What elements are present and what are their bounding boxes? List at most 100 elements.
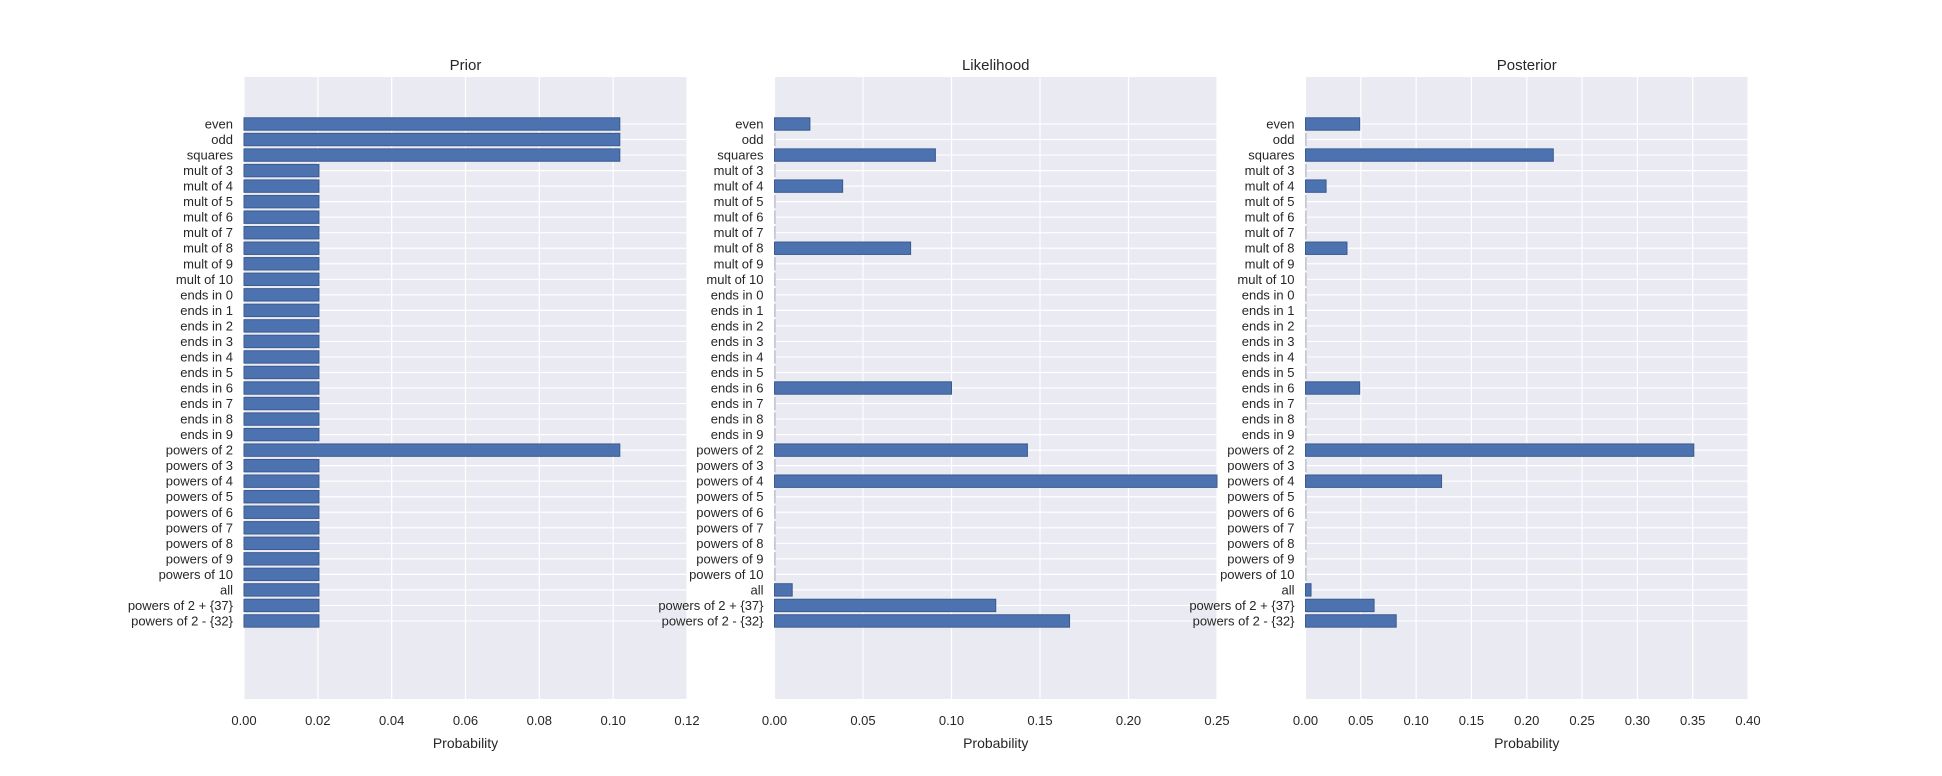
y-tick-label: powers of 4: [166, 474, 233, 489]
x-tick-label: 0.05: [850, 713, 875, 728]
bar: [1305, 396, 1307, 411]
y-tick-label: ends in 8: [180, 412, 233, 427]
x-tick-label: 0.30: [1625, 713, 1650, 728]
y-tick-label: ends in 9: [1242, 427, 1295, 442]
y-tick-label: powers of 10: [1220, 567, 1294, 582]
bar: [243, 598, 320, 613]
bar: [243, 583, 320, 597]
y-tick-label: mult of 9: [714, 256, 764, 271]
y-tick-label: mult of 9: [183, 256, 233, 271]
y-tick-label: all: [220, 582, 233, 597]
bar: [774, 179, 844, 193]
bar: [774, 350, 776, 364]
x-tick-label: 0.15: [1027, 713, 1052, 728]
y-tick-label: odd: [1273, 132, 1295, 147]
y-tick-label: mult of 5: [714, 194, 764, 209]
bar: [1305, 583, 1312, 597]
bar: [243, 490, 320, 504]
bar: [243, 567, 320, 582]
x-tick-label: 0.25: [1569, 713, 1594, 728]
y-tick-label: ends in 6: [180, 381, 233, 396]
y-tick-label: powers of 8: [696, 536, 763, 551]
bar: [1305, 567, 1307, 582]
bar: [1305, 458, 1307, 473]
y-tick-label: mult of 3: [183, 163, 233, 178]
bar: [774, 396, 776, 411]
bar: [774, 210, 776, 224]
bar: [774, 241, 912, 255]
y-tick-label: ends in 5: [180, 365, 233, 380]
bar: [243, 427, 320, 442]
y-tick-label: mult of 5: [1245, 194, 1295, 209]
bar: [243, 288, 320, 302]
bar: [774, 521, 776, 535]
y-tick-label: odd: [211, 132, 233, 147]
x-axis-label: Probability: [433, 735, 498, 751]
bar: [774, 474, 1218, 488]
y-tick-label: powers of 2 - {32}: [1193, 613, 1296, 628]
y-tick-label: powers of 9: [1227, 551, 1294, 566]
bar: [243, 179, 320, 193]
y-tick-label: powers of 3: [696, 458, 763, 473]
bar: [1305, 552, 1307, 566]
y-tick-label: ends in 6: [1242, 381, 1295, 396]
bar: [1305, 163, 1307, 178]
bar: [1305, 210, 1307, 224]
bar: [243, 381, 320, 395]
bar: [1305, 117, 1361, 131]
x-tick-label: 0.20: [1116, 713, 1141, 728]
y-tick-label: powers of 2 + {37}: [658, 598, 764, 613]
bar: [243, 458, 320, 473]
y-tick-label: ends in 6: [711, 381, 764, 396]
bar: [1305, 598, 1375, 613]
y-tick-label: powers of 10: [689, 567, 763, 582]
bar: [1305, 241, 1348, 255]
x-tick-label: 0.10: [939, 713, 964, 728]
x-tick-label: 0.08: [527, 713, 552, 728]
y-tick-label: powers of 3: [166, 458, 233, 473]
bar: [774, 163, 776, 178]
y-tick-label: powers of 6: [1227, 505, 1294, 520]
bar: [1305, 288, 1307, 302]
bar: [243, 350, 320, 364]
y-tick-label: ends in 4: [711, 349, 764, 364]
bar: [774, 365, 776, 380]
bar: [1305, 148, 1554, 162]
chart-panel-prior: 0.00 0.02 0.04 0.06 0.08 0.10 0.12 evenoddsquar…: [128, 57, 700, 751]
bar: [1305, 132, 1307, 147]
bar: [243, 474, 320, 488]
bar: [243, 443, 621, 457]
y-tick-label: powers of 2: [696, 443, 763, 458]
bar: [1305, 226, 1307, 240]
bar: [243, 194, 320, 209]
x-tick-label: 0.20: [1514, 713, 1539, 728]
y-tick-label: powers of 8: [1227, 536, 1294, 551]
y-tick-label: powers of 7: [166, 520, 233, 535]
x-tick-label: 0.06: [453, 713, 478, 728]
bar: [243, 210, 320, 224]
bar: [774, 412, 776, 426]
y-tick-label: mult of 6: [1245, 210, 1295, 225]
y-tick-label: mult of 9: [1245, 256, 1295, 271]
bar: [243, 521, 320, 535]
y-tick-label: even: [205, 117, 233, 132]
y-tick-label: ends in 2: [711, 318, 764, 333]
y-tick-label: mult of 5: [183, 194, 233, 209]
bar: [243, 117, 621, 131]
bar: [774, 148, 936, 162]
bar: [243, 614, 320, 628]
bar: [774, 443, 1028, 457]
bar: [1305, 334, 1307, 349]
bar: [243, 148, 621, 162]
x-tick-label: 0.05: [1348, 713, 1373, 728]
bar: [243, 536, 320, 551]
bar: [1305, 381, 1361, 395]
y-tick-label: ends in 5: [711, 365, 764, 380]
bar: [774, 567, 776, 582]
bar: [774, 583, 793, 597]
bar: [774, 194, 776, 209]
bar: [243, 412, 320, 426]
y-tick-label: mult of 10: [706, 272, 763, 287]
y-tick-label: mult of 7: [714, 225, 764, 240]
